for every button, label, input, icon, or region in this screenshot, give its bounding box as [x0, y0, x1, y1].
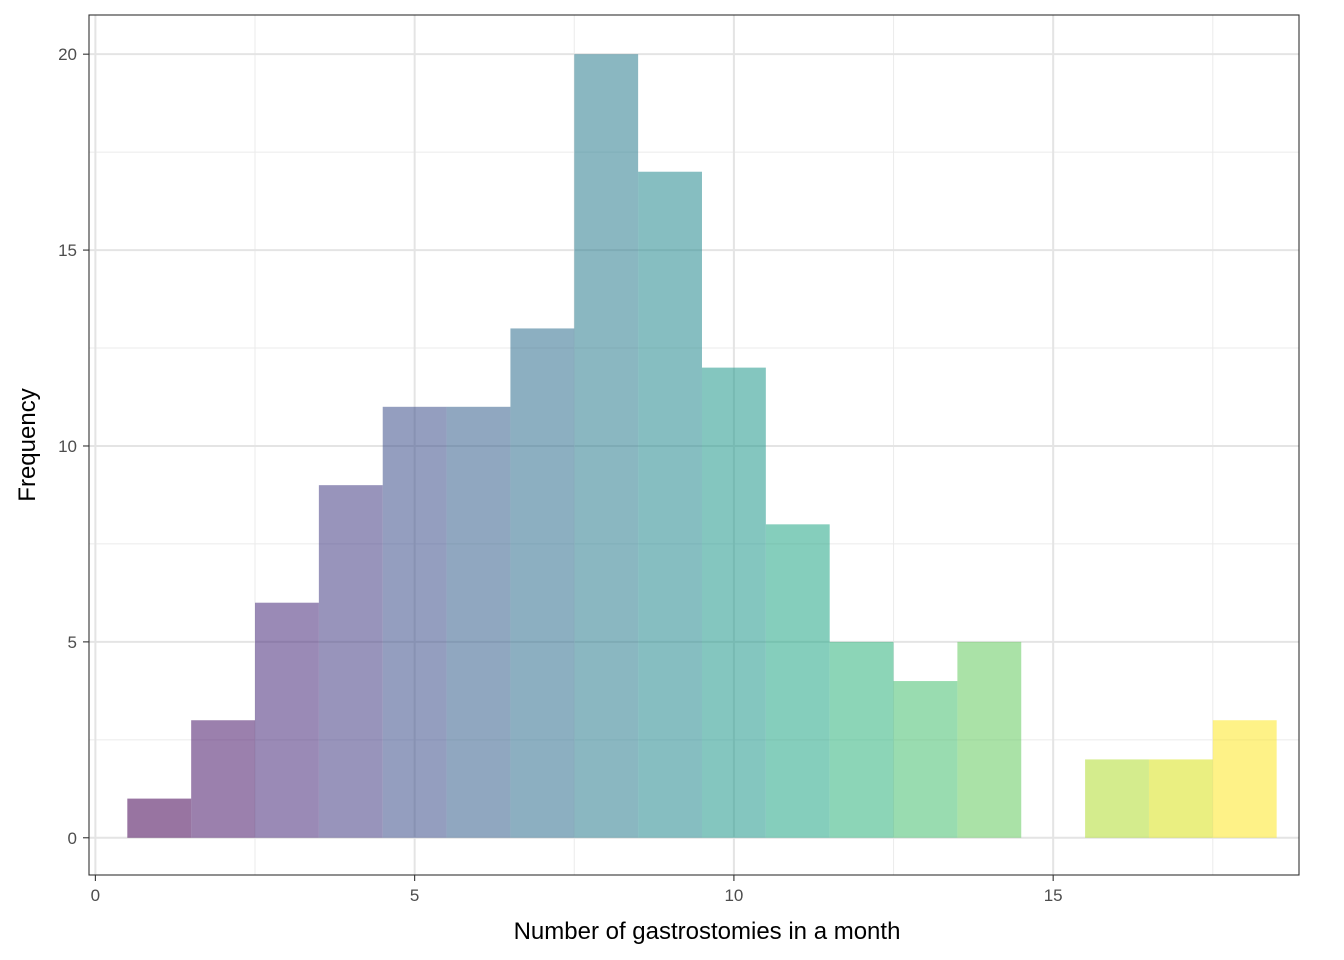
histogram-bar: [318, 485, 383, 838]
panel-border: [88, 14, 1300, 876]
y-tick-label: 10: [58, 437, 77, 456]
histogram-bar: [957, 641, 1022, 838]
histogram-bar: [893, 681, 958, 838]
histogram-bar: [1212, 720, 1277, 838]
histogram-bar: [255, 602, 319, 838]
histogram-bar: [382, 406, 447, 838]
histogram-bar: [638, 171, 702, 838]
y-axis: 0 5 10 15 20: [58, 45, 89, 848]
histogram-bar: [574, 54, 639, 838]
bars: [127, 54, 1277, 838]
histogram-bar: [446, 406, 511, 838]
x-tick-label: 0: [91, 886, 100, 905]
histogram-bar: [1085, 759, 1149, 838]
histogram-bar: [829, 641, 894, 838]
y-axis-title: Frequency: [14, 388, 41, 501]
x-axis-title: Number of gastrostomies in a month: [514, 918, 901, 945]
histogram-bar: [510, 328, 575, 838]
y-tick-label: 20: [58, 45, 77, 64]
x-tick-label: 15: [1044, 886, 1063, 905]
y-tick-label: 5: [68, 633, 77, 652]
x-axis: 0 5 10 15: [91, 875, 1063, 905]
y-tick-label: 0: [68, 829, 77, 848]
histogram-bar: [701, 367, 766, 838]
x-tick-label: 10: [724, 886, 743, 905]
histogram-bar: [127, 798, 192, 838]
histogram-bar: [765, 524, 830, 838]
histogram-bar: [191, 720, 256, 838]
y-tick-label: 15: [58, 241, 77, 260]
histogram-bar: [1148, 759, 1213, 838]
x-tick-label: 5: [410, 886, 419, 905]
